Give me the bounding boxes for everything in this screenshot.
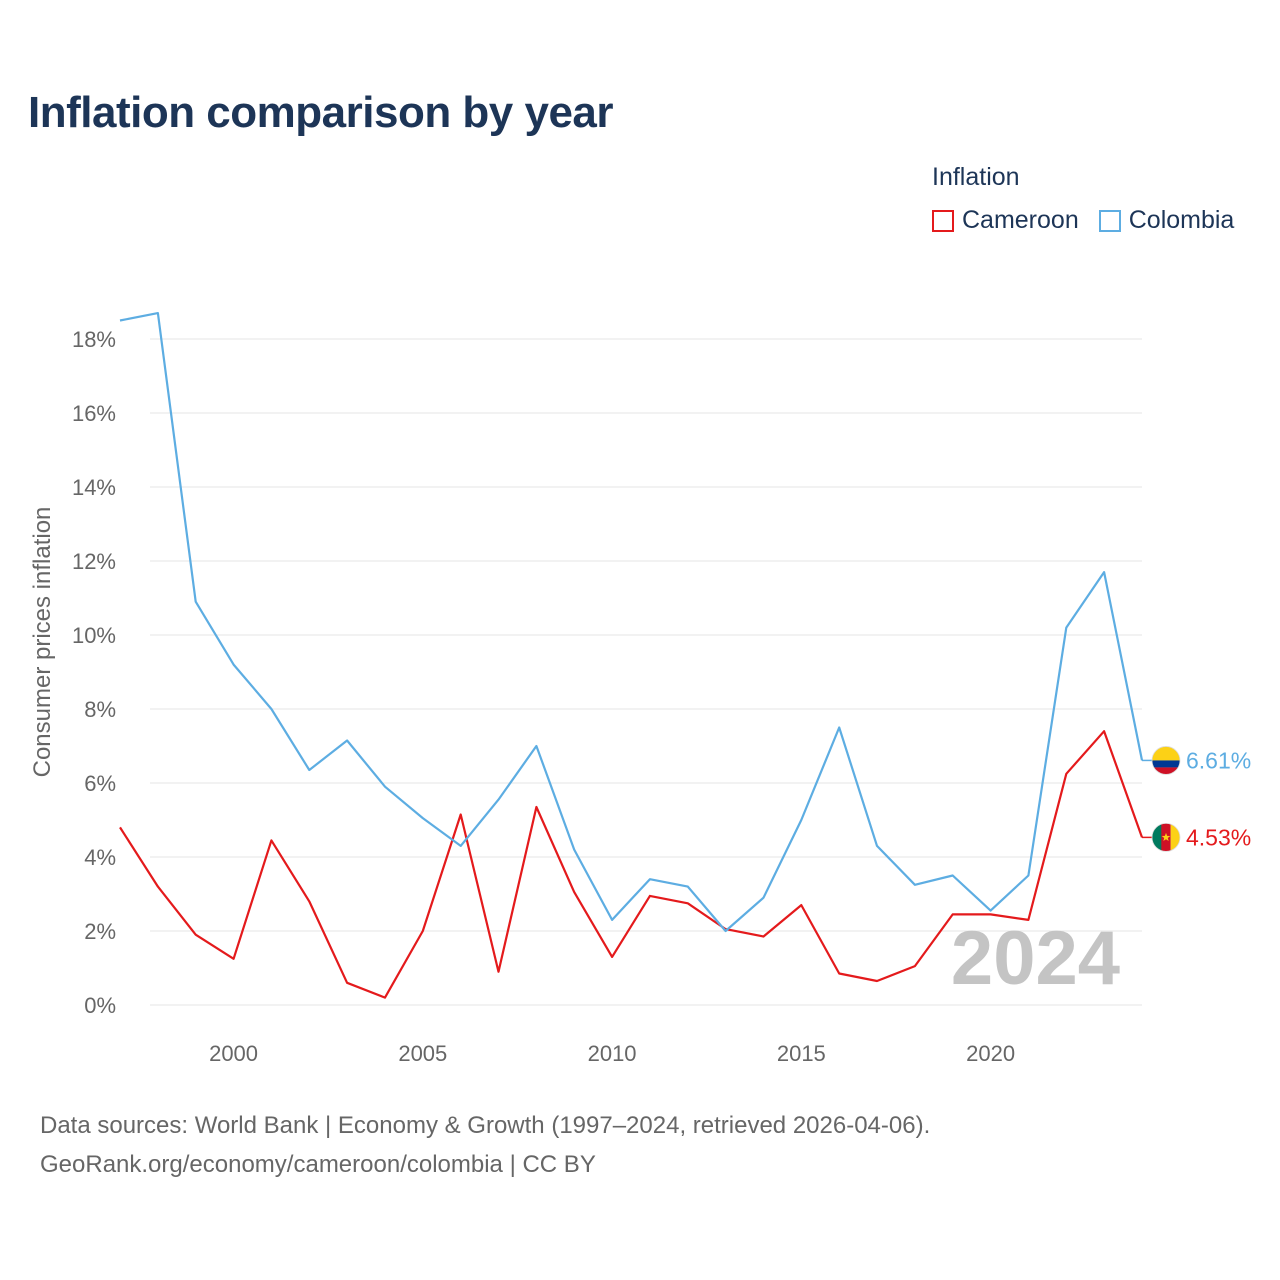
legend-item-cameroon[interactable]: Cameroon (932, 206, 1079, 235)
x-tick-label: 2000 (209, 1041, 258, 1066)
legend: Inflation Cameroon Colombia (932, 163, 1234, 235)
x-tick-label: 2005 (398, 1041, 447, 1066)
y-tick-label: 0% (84, 993, 116, 1018)
y-tick-label: 14% (72, 475, 116, 500)
end-markers: 4.53% 6.61% (1142, 746, 1251, 852)
flag-outline (1151, 746, 1181, 775)
x-tick-label: 2010 (588, 1041, 637, 1066)
series-lines (119, 312, 1144, 999)
cameroon-flag-icon (1152, 823, 1180, 852)
y-axis-label: Consumer prices inflation (29, 507, 56, 778)
x-tick-label: 2020 (966, 1041, 1015, 1066)
y-tick-label: 18% (72, 327, 116, 352)
end-value-label-cameroon: 4.53% (1186, 824, 1251, 850)
y-tick-label: 8% (84, 697, 116, 722)
y-tick-label: 2% (84, 919, 116, 944)
year-watermark: 2024 (951, 916, 1120, 1001)
chart-title: Inflation comparison by year (28, 88, 614, 137)
y-tick-label: 4% (84, 845, 116, 870)
sources-line-2: GeoRank.org/economy/cameroon/colombia | … (40, 1151, 596, 1178)
y-tick-label: 12% (72, 549, 116, 574)
series-line-colombia[interactable] (119, 312, 1144, 933)
series-line-cameroon[interactable] (119, 730, 1144, 999)
gridlines (150, 338, 1142, 1006)
y-axis-ticks: 0% 2% 4% 6% 8% 10% 12% 14% 16% 18% (72, 327, 116, 1018)
legend-swatch-colombia (1098, 209, 1121, 232)
legend-swatch-cameroon (932, 209, 954, 232)
legend-label-cameroon: Cameroon (962, 206, 1079, 234)
end-value-label-colombia: 6.61% (1186, 747, 1251, 773)
x-tick-label: 2015 (777, 1041, 826, 1066)
y-tick-label: 10% (72, 623, 116, 648)
legend-label-colombia: Colombia (1128, 206, 1235, 234)
sources-line-1: Data sources: World Bank | Economy & Gro… (40, 1112, 931, 1139)
legend-items: Cameroon Colombia (932, 206, 1234, 235)
colombia-flag-icon (1152, 746, 1180, 775)
y-tick-label: 6% (84, 771, 116, 796)
x-axis-ticks: 2000 2005 2010 2015 2020 (209, 1041, 1015, 1066)
data-sources: Data sources: World Bank | Economy & Gro… (40, 1106, 930, 1184)
legend-item-colombia[interactable]: Colombia (1098, 206, 1235, 235)
legend-title: Inflation (932, 163, 1020, 191)
flag-outline (1151, 822, 1181, 852)
y-tick-label: 16% (72, 401, 116, 426)
